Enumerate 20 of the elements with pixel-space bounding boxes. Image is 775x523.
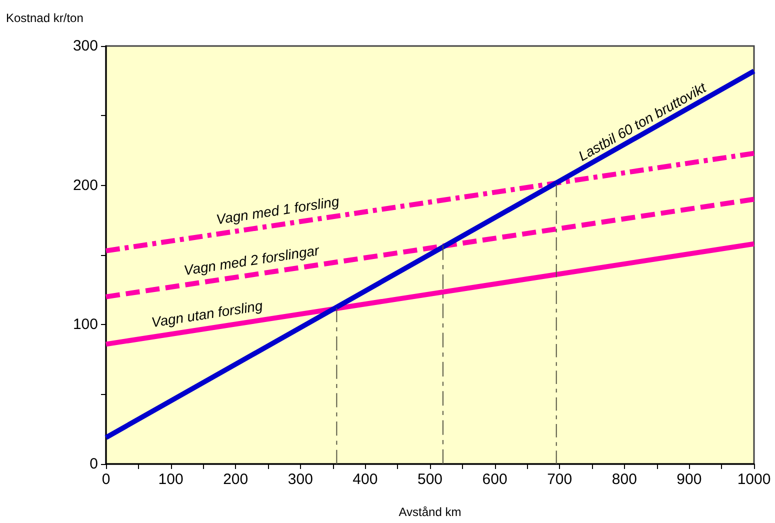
x-tick-label: 700 [547,471,572,488]
x-tick-label: 100 [158,471,184,488]
x-tick-label: 200 [223,471,248,488]
x-tick-label: 800 [612,471,637,488]
y-tick-label: 100 [72,316,98,334]
x-tick-label: 1000 [737,471,771,488]
x-tick-label: 0 [102,471,110,488]
text: Vagn med 2 forslingar [182,242,322,278]
x-tick-label: 500 [417,471,443,488]
y-axis-title: Kostnad kr/ton [6,11,84,25]
x-tick-label: 600 [482,471,508,488]
y-tick-label: 200 [72,176,98,194]
y-tick-label: 0 [90,456,98,472]
y-tick-label: 300 [72,38,98,54]
x-tick-label: 400 [352,471,378,488]
x-axis-title: Avstånd km [398,505,462,519]
text: Vagn utan forsling [150,297,264,330]
x-tick-label: 900 [676,471,702,488]
text: Vagn med 1 forsling [215,192,340,228]
x-tick-label: 300 [288,471,313,488]
